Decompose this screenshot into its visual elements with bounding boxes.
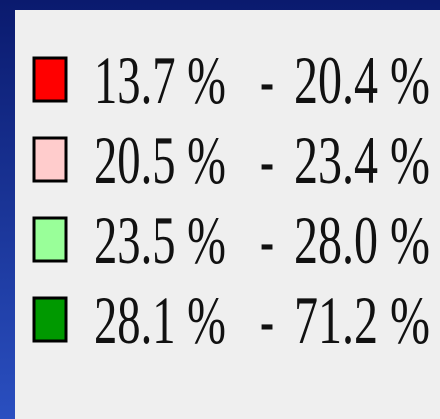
range-separator: -	[260, 42, 274, 118]
legend-swatch	[32, 136, 68, 183]
range-to: 28.0 %	[294, 202, 430, 278]
range-separator: -	[260, 202, 274, 278]
range-to: 71.2 %	[294, 282, 430, 358]
legend-swatch	[32, 216, 68, 263]
legend-swatch	[32, 56, 68, 103]
range-from: 13.7 %	[94, 42, 226, 118]
range-separator: -	[260, 282, 274, 358]
legend-swatch	[32, 296, 68, 343]
legend-panel	[15, 10, 440, 419]
range-from: 28.1 %	[94, 282, 226, 358]
range-from: 20.5 %	[94, 122, 226, 198]
range-to: 20.4 %	[294, 42, 430, 118]
range-separator: -	[260, 122, 274, 198]
range-to: 23.4 %	[294, 122, 430, 198]
range-from: 23.5 %	[94, 202, 226, 278]
